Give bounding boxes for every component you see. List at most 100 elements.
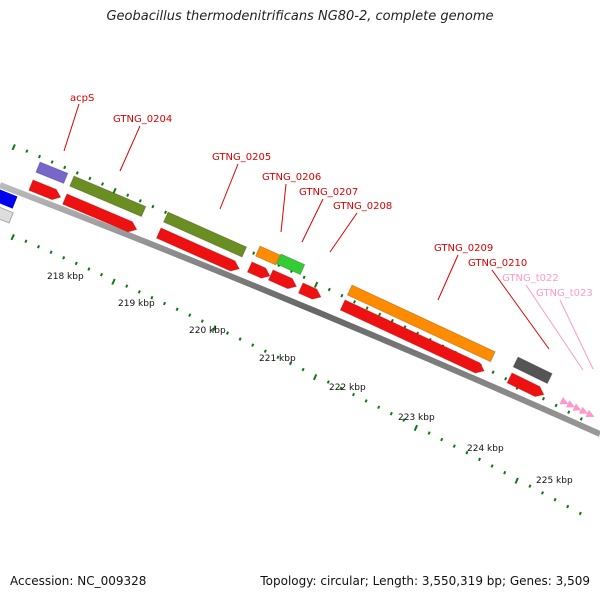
tick-mark: [514, 477, 519, 484]
tick-mark: [504, 376, 508, 381]
cds-arrow: [267, 269, 298, 290]
tick-mark: [212, 325, 217, 332]
leader-line: [525, 284, 584, 371]
tick-mark: [377, 405, 381, 410]
tick-mark: [389, 411, 393, 416]
tick-mark: [63, 165, 67, 170]
cds-arrow: [506, 372, 545, 398]
tick-mark: [50, 160, 54, 164]
tick-mark: [554, 403, 558, 408]
tick-mark: [364, 399, 368, 403]
tick-mark: [578, 511, 582, 516]
tick-mark: [37, 154, 42, 159]
tick-mark: [351, 392, 356, 397]
gene-bar-acpS: [35, 161, 69, 185]
kbp-label: 220 kbp: [189, 326, 226, 336]
tick-mark: [251, 343, 255, 347]
cds-arrow: [246, 261, 271, 279]
leader-line: [119, 125, 141, 172]
leader-line: [301, 198, 324, 243]
genome-title: Geobacillus thermodenitrificans NG80-2, …: [106, 9, 494, 24]
tick-mark: [74, 261, 78, 266]
gene-label-GTNG_0210[interactable]: GTNG_0210: [468, 258, 527, 269]
tick-dots-inner: [10, 234, 582, 516]
kbp-label: 223 kbp: [398, 413, 435, 423]
tick-mark: [567, 410, 571, 414]
gene-label-GTNG_0209[interactable]: GTNG_0209: [434, 243, 493, 254]
tick-mark: [238, 337, 242, 341]
cds-arrow: [155, 227, 240, 272]
gene-label-GTNG_t022[interactable]: GTNG_t022: [502, 273, 559, 284]
tick-mark: [427, 431, 431, 435]
tick-mark: [11, 144, 16, 151]
leader-line: [219, 163, 239, 210]
tick-mark: [10, 234, 15, 241]
tick-mark: [312, 374, 318, 381]
tick-mark: [49, 250, 53, 255]
tick-mark: [87, 267, 91, 271]
gene-label-GTNG_0205[interactable]: GTNG_0205: [212, 152, 271, 163]
tick-mark: [75, 171, 79, 175]
tick-mark: [566, 504, 570, 509]
tick-mark: [365, 306, 369, 310]
gene-label-GTNG_0204[interactable]: GTNG_0204: [113, 114, 172, 125]
tick-mark: [88, 176, 92, 181]
gene-label-GTNG_0208[interactable]: GTNG_0208: [333, 201, 392, 212]
tick-mark: [151, 204, 155, 209]
tick-mark: [162, 301, 167, 306]
gene-bar-GTNG_0209: [346, 284, 496, 363]
tick-mark: [263, 349, 267, 353]
gene-label-GTNG_0207[interactable]: GTNG_0207: [299, 187, 358, 198]
tick-mark: [339, 386, 343, 391]
kbp-scale-labels: 218 kbp 219 kbp 220 kbp 221 kbp 222 kbp …: [47, 272, 573, 486]
tick-mark: [100, 182, 105, 186]
tick-mark: [313, 281, 319, 288]
tick-mark: [150, 295, 154, 300]
kbp-label: 219 kbp: [118, 299, 155, 309]
tick-mark: [163, 210, 168, 215]
tick-mark: [126, 193, 130, 198]
tick-mark: [528, 484, 532, 488]
tick-mark: [477, 457, 482, 462]
gene-bar-GTNG_0204: [69, 175, 147, 218]
partial-grey-feature: [0, 205, 14, 224]
tick-mark: [175, 307, 179, 312]
tick-mark: [24, 239, 28, 244]
trna-arrow: [559, 397, 569, 405]
cds-arrow: [28, 179, 62, 201]
gene-label-GTNG_t023[interactable]: GTNG_t023: [536, 288, 593, 299]
tick-mark: [503, 470, 507, 475]
tick-mark: [302, 275, 306, 280]
tick-mark: [225, 331, 230, 335]
tick-mark: [327, 287, 331, 292]
leader-line: [329, 212, 358, 253]
tick-mark: [137, 290, 141, 294]
cds-arrow: [62, 193, 138, 233]
trna-arrow: [585, 409, 595, 417]
tick-mark: [111, 278, 116, 285]
genome-backbone: [0, 182, 600, 437]
gene-label-GTNG_0206[interactable]: GTNG_0206: [262, 172, 321, 183]
gene-label-acpS[interactable]: acpS: [70, 93, 94, 104]
trna-arrow: [572, 403, 582, 411]
tick-mark: [276, 355, 280, 360]
tick-mark: [352, 300, 357, 304]
tick-mark: [138, 199, 142, 203]
tick-mark: [326, 380, 330, 384]
tick-mark: [540, 491, 545, 495]
tick-mark: [340, 293, 344, 298]
kbp-label: 224 kbp: [467, 444, 504, 454]
partial-blue-feature: [0, 188, 18, 209]
leader-line: [63, 103, 80, 152]
tick-mark: [112, 187, 117, 195]
cds-arrow: [339, 299, 485, 374]
tick-mark: [301, 367, 305, 372]
tick-mark: [452, 444, 456, 448]
trna-arrow: [578, 406, 588, 414]
gene-bar-GTNG_0207: [275, 253, 306, 276]
tick-mark: [288, 361, 293, 366]
kbp-label: 225 kbp: [536, 476, 573, 486]
trna-arrow: [565, 400, 575, 408]
tick-mark: [36, 244, 41, 249]
